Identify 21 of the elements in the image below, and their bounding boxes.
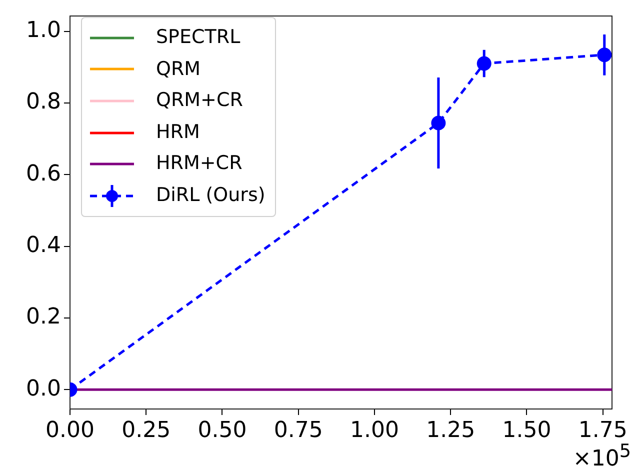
x-tick-label: 1.50 (502, 418, 552, 443)
x-tick-label: 0.00 (46, 418, 94, 443)
text: ×10$^{5}$ (572, 441, 631, 472)
legend-label: HRM+CR (156, 151, 242, 176)
legend-label: HRM (156, 120, 200, 145)
x-tick-label: 1.25 (426, 418, 476, 443)
x-tick-label: 0.75 (274, 418, 323, 443)
x-tick-label: 1.00 (350, 418, 399, 443)
y-tick-label: 0.0 (26, 376, 61, 402)
legend-label: QRM (156, 56, 201, 82)
x-tick-label: 0.50 (198, 418, 247, 443)
x-tick-label: 0.25 (122, 418, 171, 443)
legend-label: QRM+CR (156, 88, 243, 114)
y-tick-label: 0.4 (26, 233, 61, 258)
y-tick-label: 0.2 (26, 304, 61, 330)
y-tick-label: 0.8 (26, 90, 61, 115)
x-tick-label: 1.75 (578, 418, 628, 443)
y-tick-label: 1.0 (26, 18, 61, 43)
y-tick-label: 0.6 (26, 161, 61, 186)
legend-label: SPECTRL (156, 25, 240, 50)
legend-label: DiRL (Ours) (156, 182, 266, 208)
